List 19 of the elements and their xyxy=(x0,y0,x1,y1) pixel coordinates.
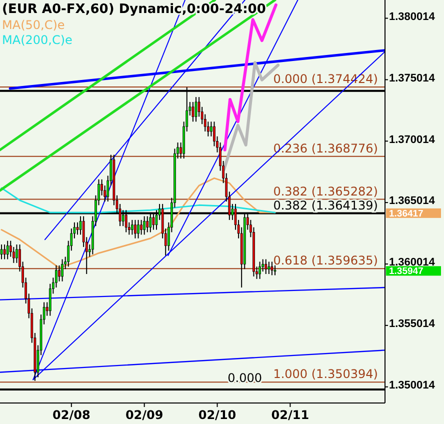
text: MA(200,C)e xyxy=(2,33,72,47)
x-tick-label: 02/11 xyxy=(271,408,310,422)
x-tick-label: 02/10 xyxy=(198,408,236,422)
y-tick-label: 1.380014 xyxy=(389,10,436,23)
text: MA(50,C)e xyxy=(2,18,65,32)
y-tick-label: 1.35947 xyxy=(389,266,424,277)
ref-line-label: 1.000 (1.350394) xyxy=(273,367,378,382)
annotation: 0.000 xyxy=(228,371,262,385)
y-tick-label: 1.355014 xyxy=(389,318,436,330)
x-tick-label: 02/09 xyxy=(125,408,164,422)
y-tick-label: 1.36417 xyxy=(389,208,424,220)
ref-line-label: 0.618 (1.359635) xyxy=(273,254,378,268)
y-tick-label: 1.375014 xyxy=(389,72,436,84)
ref-line-label: 0.382 (1.365282) xyxy=(273,184,378,198)
y-tick-label: 1.370014 xyxy=(389,134,436,146)
ref-line-label: 0.382 (1.364139) xyxy=(273,198,378,212)
x-tick-label: 02/08 xyxy=(52,408,90,422)
y-tick-label: 1.365014 xyxy=(389,195,436,208)
y-tick-label: 1.350014 xyxy=(389,380,436,392)
